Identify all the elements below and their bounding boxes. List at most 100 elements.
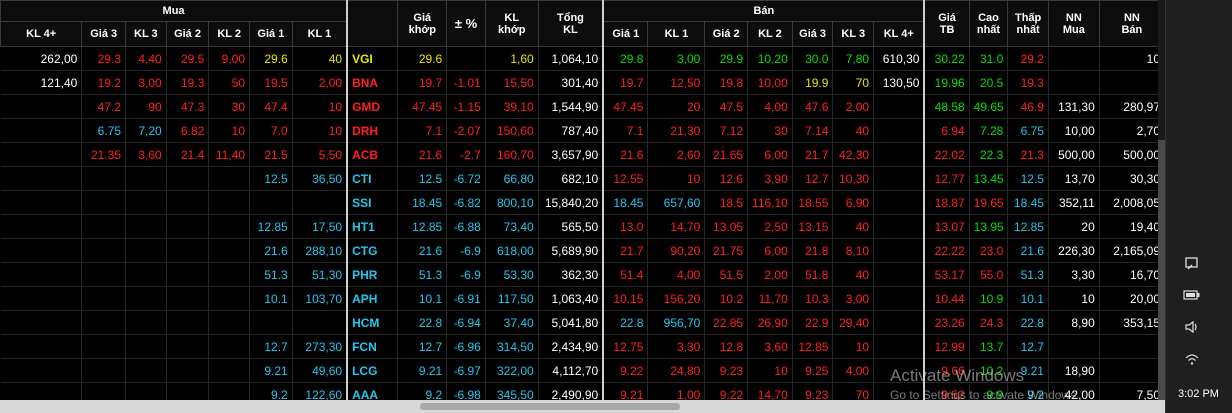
sell-vol1-cell: 20 (647, 94, 706, 119)
sell-vol2-cell: 3,90 (747, 166, 793, 191)
buy-kl4-header[interactable]: KL 4+ (0, 21, 83, 47)
symbol-cell[interactable]: ACB (346, 142, 399, 167)
foreign-buy-cell: 10,00 (1048, 118, 1100, 143)
table-row[interactable]: 262,00 29.3 4,40 29.5 9,00 29.6 40 VGI 29.6 1,60 1… (0, 46, 1165, 71)
buy-vol2-cell (208, 286, 251, 311)
buy-vol1-header[interactable]: KL 1 (291, 21, 349, 47)
wifi-icon[interactable] (1182, 352, 1202, 368)
sell-price2-cell: 12.6 (704, 166, 749, 191)
table-row[interactable]: 12.85 17,50 HT1 12.85 -6.88 73,40 565,50 13.0 14… (0, 214, 1165, 239)
high-price-cell: 31.0 (969, 46, 1009, 71)
sell-kl4-cell (873, 94, 926, 119)
foreign-sell-cell (1099, 358, 1165, 383)
table-row[interactable]: 9.2 122,60 AAA 9.2 -6.98 345,50 2,490,90 9.21 1,… (0, 382, 1165, 400)
total-volume-header[interactable]: Tổng KL (537, 0, 605, 47)
symbol-cell[interactable]: CTG (346, 238, 399, 263)
low-price-header[interactable]: Thấp nhất (1007, 0, 1049, 47)
horizontal-scrollbar-thumb[interactable] (420, 403, 680, 410)
low-price-cell: 22.8 (1007, 310, 1049, 335)
buy-price3-cell: 21.35 (81, 142, 127, 167)
sell-vol1-header[interactable]: KL 1 (647, 21, 706, 47)
buy-vol2-cell: 11,40 (208, 142, 251, 167)
match-price-cell: 19.7 (397, 70, 448, 95)
change-pct-cell: -6.82 (446, 190, 486, 215)
low-price-cell: 10.1 (1007, 286, 1049, 311)
symbol-cell[interactable]: FCN (346, 334, 399, 359)
match-volume-cell: 15,50 (485, 70, 539, 95)
symbol-cell[interactable]: CTI (346, 166, 399, 191)
table-row[interactable]: 12.5 36,50 CTI 12.5 -6.72 66,80 682,10 12.55 10 1… (0, 166, 1165, 191)
table-row[interactable]: 6.75 7,20 6.82 10 7.0 10 DRH 7.1 -2.07 150,60 787,… (0, 118, 1165, 143)
sell-vol3-header[interactable]: KL 3 (832, 21, 875, 47)
table-row[interactable]: 47.2 90 47.3 30 47.4 10 GMD 47.45 -1.15 39,10 1,54… (0, 94, 1165, 119)
sell-price3-cell: 21.7 (792, 142, 834, 167)
pen-icon[interactable] (1182, 255, 1202, 271)
table-row[interactable]: 121,40 19.2 3,00 19.3 50 19.5 2,00 BNA 19.7 -1.01… (0, 70, 1165, 95)
change-pct-cell: -6.9 (446, 262, 486, 287)
buy-vol2-cell (208, 238, 251, 263)
horizontal-scrollbar[interactable] (0, 400, 1165, 413)
buy-vol1-cell: 5,50 (292, 142, 349, 167)
sell-vol2-header[interactable]: KL 2 (747, 21, 793, 47)
foreign-buy-header[interactable]: NN Mua (1047, 0, 1100, 47)
symbol-cell[interactable]: VGI (346, 46, 399, 71)
buy-price2-cell: 47.3 (166, 94, 210, 119)
sell-price3-header[interactable]: Giá 3 (791, 21, 834, 47)
symbol-cell[interactable]: AAA (346, 382, 399, 400)
buy-vol1-cell: 10 (292, 94, 349, 119)
change-pct-header[interactable]: ± % (446, 0, 486, 47)
avg-price-cell: 23.26 (924, 310, 970, 335)
table-row[interactable]: 21.6 288,10 CTG 21.6 -6.9 618,00 5,689,90 21.7 9… (0, 238, 1165, 263)
avg-price-cell: 9.52 (924, 382, 970, 400)
sell-vol1-cell: 24,80 (647, 358, 706, 383)
match-price-cell: 21.6 (397, 238, 448, 263)
table-row[interactable]: 9.21 49,60 LCG 9.21 -6.97 322,00 4,112,70 9.22 2… (0, 358, 1165, 383)
foreign-buy-cell: 10 (1048, 286, 1100, 311)
scrollbar-thumb[interactable] (1158, 140, 1165, 400)
sell-price2-header[interactable]: Giá 2 (704, 21, 749, 47)
symbol-cell[interactable]: BNA (346, 70, 399, 95)
high-price-cell: 20.5 (969, 70, 1009, 95)
system-clock[interactable]: 3:02 PM (1178, 388, 1219, 400)
symbol-cell[interactable]: LCG (346, 358, 399, 383)
match-volume-header[interactable]: KL khớp (484, 0, 539, 47)
high-price-header[interactable]: Cao nhất (968, 0, 1009, 47)
table-row[interactable]: 21.35 3,60 21.4 11,40 21.5 5,50 ACB 21.6 -2.7 160… (0, 142, 1165, 167)
speaker-icon[interactable] (1182, 320, 1202, 336)
buy-vol3-header[interactable]: KL 3 (125, 21, 167, 47)
symbol-cell[interactable]: HCM (346, 310, 399, 335)
table-row[interactable]: HCM 22.8 -6.94 37,40 5,041,80 22.8 956,70 22.85… (0, 310, 1165, 335)
symbol-cell[interactable]: DRH (346, 118, 399, 143)
table-row[interactable]: 10.1 103,70 APH 10.1 -6.91 117,50 1,063,40 10.1… (0, 286, 1165, 311)
match-price-header[interactable]: Giá khớp (397, 0, 448, 47)
foreign-buy-cell: 8,90 (1048, 310, 1100, 335)
sell-kl4-cell (873, 166, 926, 191)
table-row[interactable]: SSI 18.45 -6.82 800,10 15,840,20 18.45 657,60 1… (0, 190, 1165, 215)
symbol-cell[interactable]: PHR (346, 262, 399, 287)
change-pct-cell: -2.7 (446, 142, 486, 167)
buy-price3-header[interactable]: Giá 3 (81, 21, 127, 47)
table-row[interactable]: 51.3 51,30 PHR 51.3 -6.9 53,30 362,30 51.4 4,00 5… (0, 262, 1165, 287)
buy-vol2-cell (208, 166, 251, 191)
symbol-header[interactable] (346, 0, 399, 47)
buy-vol2-header[interactable]: KL 2 (208, 21, 251, 47)
symbol-cell[interactable]: APH (346, 286, 399, 311)
buy-price1-header[interactable]: Giá 1 (249, 21, 293, 47)
sell-price1-header[interactable]: Giá 1 (602, 21, 649, 47)
battery-icon[interactable] (1182, 288, 1202, 304)
symbol-cell[interactable]: SSI (346, 190, 399, 215)
sell-price1-cell: 9.21 (603, 382, 649, 400)
sell-vol1-cell: 90,20 (647, 238, 706, 263)
table-row[interactable]: 12.7 273,30 FCN 12.7 -6.96 314,50 2,434,90 12.7… (0, 334, 1165, 359)
buy-kl4-cell (0, 214, 83, 239)
foreign-sell-header[interactable]: NN Bán (1098, 0, 1165, 47)
symbol-cell[interactable]: HT1 (346, 214, 399, 239)
buy-vol3-cell (125, 382, 167, 400)
buy-price2-header[interactable]: Giá 2 (165, 21, 210, 47)
avg-price-header[interactable]: Giá TB (923, 0, 970, 47)
avg-price-cell: 19.96 (924, 70, 970, 95)
symbol-cell[interactable]: GMD (346, 94, 399, 119)
vertical-scrollbar[interactable] (1158, 0, 1165, 400)
sell-kl4-header[interactable]: KL 4+ (873, 21, 926, 47)
sell-vol2-cell: 2,50 (747, 214, 793, 239)
